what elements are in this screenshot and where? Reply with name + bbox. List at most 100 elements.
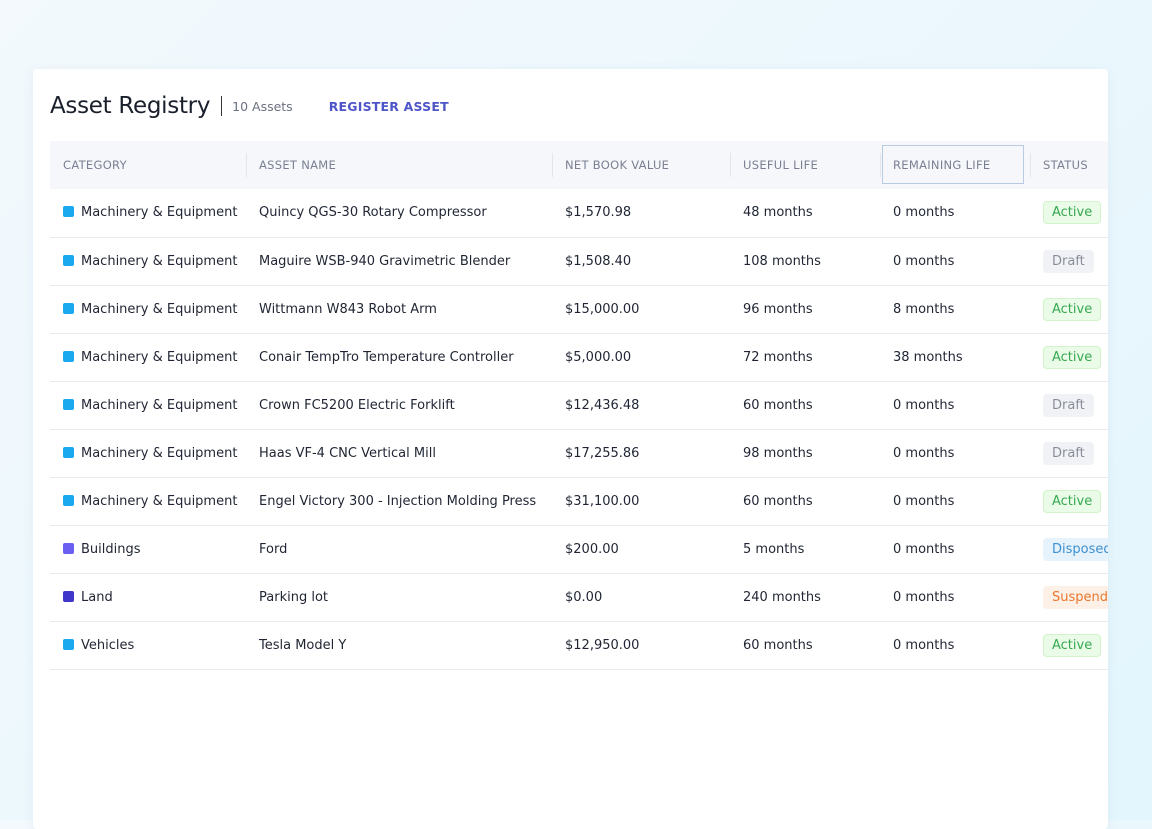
status-badge: Active [1043, 297, 1102, 321]
status-cell: Suspended [1030, 573, 1108, 622]
column-divider[interactable] [246, 153, 247, 177]
category-color-icon [63, 350, 74, 362]
category-color-icon [63, 638, 74, 650]
asset-name-cell[interactable]: Conair TempTro Temperature Controller [246, 333, 552, 382]
net-book-value-cell: $12,950.00 [552, 621, 730, 670]
table-row[interactable]: Machinery & Equipment Maguire WSB-940 Gra… [50, 237, 1108, 286]
category-label: Machinery & Equipment [81, 445, 238, 461]
status-cell: Draft [1030, 429, 1108, 478]
column-divider[interactable] [880, 153, 881, 177]
column-header-label: ASSET NAME [259, 158, 337, 172]
status-badge: Draft [1043, 249, 1094, 273]
table-row[interactable]: Buildings Ford $200.00 5 months 0 months Disp… [50, 525, 1108, 574]
asset-name-cell[interactable]: Ford [246, 525, 552, 574]
status-badge: Disposed [1043, 537, 1108, 561]
category-color-icon [63, 398, 74, 410]
column-header-name[interactable]: ASSET NAME [246, 141, 552, 189]
net-book-value-cell: $200.00 [552, 525, 730, 574]
remaining-life-cell: 0 months [880, 429, 1030, 478]
status-badge: Active [1043, 633, 1102, 657]
remaining-life-cell: 0 months [880, 189, 1030, 238]
table-row[interactable]: Land Parking lot $0.00 240 months 0 months Su… [50, 573, 1108, 622]
status-cell: Active [1030, 189, 1108, 238]
status-cell: Disposed [1030, 525, 1108, 574]
asset-name-cell[interactable]: Wittmann W843 Robot Arm [246, 285, 552, 334]
useful-life-cell: 60 months [730, 621, 880, 670]
useful-life-cell: 60 months [730, 381, 880, 430]
net-book-value-cell: $15,000.00 [552, 285, 730, 334]
useful-life-cell: 108 months [730, 237, 880, 286]
column-header-label: REMAINING LIFE [893, 158, 991, 172]
column-header-label: CATEGORY [63, 158, 127, 172]
category-cell: Buildings [50, 525, 246, 574]
category-label: Machinery & Equipment [81, 493, 238, 509]
column-divider[interactable] [1030, 153, 1031, 177]
category-cell: Machinery & Equipment [50, 333, 246, 382]
status-badge: Draft [1043, 393, 1094, 417]
table-row[interactable]: Machinery & Equipment Wittmann W843 Robot… [50, 285, 1108, 334]
asset-count: 10 Assets [232, 98, 293, 114]
net-book-value-cell: $1,570.98 [552, 189, 730, 238]
asset-name-cell[interactable]: Parking lot [246, 573, 552, 622]
status-cell: Draft [1030, 381, 1108, 430]
status-badge: Active [1043, 201, 1102, 225]
column-header-remaining[interactable]: REMAINING LIFE [880, 141, 1030, 189]
category-cell: Vehicles [50, 621, 246, 670]
column-header-status[interactable]: STATUS [1030, 141, 1108, 189]
category-cell: Land [50, 573, 246, 622]
net-book-value-cell: $0.00 [552, 573, 730, 622]
category-cell: Machinery & Equipment [50, 381, 246, 430]
asset-name-cell[interactable]: Tesla Model Y [246, 621, 552, 670]
remaining-life-cell: 0 months [880, 477, 1030, 526]
category-cell: Machinery & Equipment [50, 285, 246, 334]
category-cell: Machinery & Equipment [50, 429, 246, 478]
status-cell: Draft [1030, 237, 1108, 286]
focus-outline [882, 145, 1024, 184]
remaining-life-cell: 0 months [880, 381, 1030, 430]
category-color-icon [63, 302, 74, 314]
asset-name-cell[interactable]: Engel Victory 300 - Injection Molding Pr… [246, 477, 552, 526]
useful-life-cell: 72 months [730, 333, 880, 382]
asset-table: CATEGORY ASSET NAME NET BOOK VALUE USEFUL L… [50, 141, 1108, 670]
status-cell: Active [1030, 333, 1108, 382]
category-label: Machinery & Equipment [81, 397, 238, 413]
remaining-life-cell: 0 months [880, 621, 1030, 670]
asset-name-cell[interactable]: Quincy QGS-30 Rotary Compressor [246, 189, 552, 238]
asset-name-cell[interactable]: Haas VF-4 CNC Vertical Mill [246, 429, 552, 478]
remaining-life-cell: 8 months [880, 285, 1030, 334]
category-cell: Machinery & Equipment [50, 477, 246, 526]
column-header-useful[interactable]: USEFUL LIFE [730, 141, 880, 189]
column-divider[interactable] [552, 153, 553, 177]
column-header-category[interactable]: CATEGORY [50, 141, 246, 189]
column-header-label: STATUS [1043, 158, 1088, 172]
asset-name-cell[interactable]: Crown FC5200 Electric Forklift [246, 381, 552, 430]
category-color-icon [63, 254, 74, 266]
table-row[interactable]: Machinery & Equipment Conair TempTro Temp… [50, 333, 1108, 382]
remaining-life-cell: 0 months [880, 525, 1030, 574]
category-color-icon [63, 206, 74, 218]
category-color-icon [63, 494, 74, 506]
net-book-value-cell: $17,255.86 [552, 429, 730, 478]
category-label: Vehicles [81, 637, 135, 653]
table-row[interactable]: Machinery & Equipment Engel Victory 300 -… [50, 477, 1108, 526]
column-header-label: USEFUL LIFE [743, 158, 819, 172]
table-row[interactable]: Machinery & Equipment Crown FC5200 Electr… [50, 381, 1108, 430]
table-row[interactable]: Vehicles Tesla Model Y $12,950.00 60 months… [50, 621, 1108, 670]
category-label: Machinery & Equipment [81, 205, 238, 221]
category-cell: Machinery & Equipment [50, 237, 246, 286]
table-row[interactable]: Machinery & Equipment Haas VF-4 CNC Verti… [50, 429, 1108, 478]
table-row[interactable]: Machinery & Equipment Quincy QGS-30 Rotar… [50, 189, 1108, 238]
status-badge: Suspended [1043, 585, 1108, 609]
status-cell: Active [1030, 621, 1108, 670]
column-header-nbv[interactable]: NET BOOK VALUE [552, 141, 730, 189]
asset-name-cell[interactable]: Maguire WSB-940 Gravimetric Blender [246, 237, 552, 286]
category-color-icon [63, 446, 74, 458]
useful-life-cell: 96 months [730, 285, 880, 334]
status-cell: Active [1030, 477, 1108, 526]
net-book-value-cell: $31,100.00 [552, 477, 730, 526]
column-divider[interactable] [730, 153, 731, 177]
status-badge: Active [1043, 345, 1102, 369]
page-title: Asset Registry [50, 93, 211, 119]
useful-life-cell: 240 months [730, 573, 880, 622]
register-asset-button[interactable]: REGISTER ASSET [328, 98, 449, 114]
